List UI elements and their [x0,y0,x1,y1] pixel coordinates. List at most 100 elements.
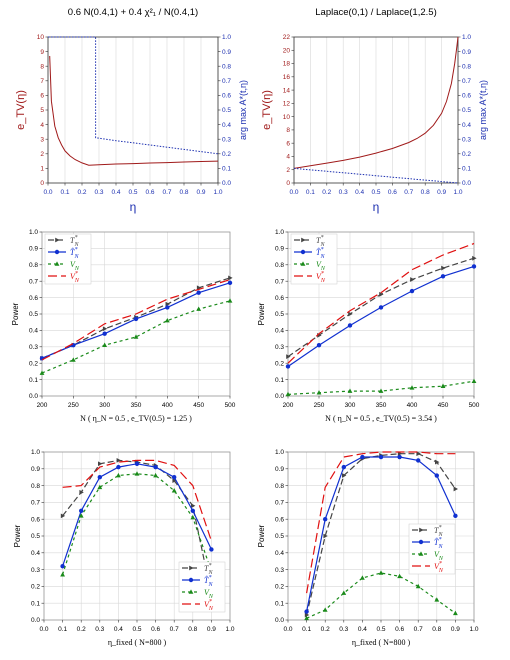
x-tick-label: 0.0 [289,189,298,196]
data-point [347,323,353,328]
x-tick-label: 0.8 [188,626,197,633]
y-right-tick-label: 0.6 [222,93,231,100]
data-point [133,334,139,339]
x-tick-label: 0.6 [395,626,404,633]
x-tick-label: 0.2 [322,189,331,196]
y-tick-label: 0.4 [275,550,284,557]
x-tick-label: 0.2 [321,626,330,633]
data-point [341,590,347,595]
data-point [415,583,421,589]
x-tick-label: 1.0 [213,189,222,196]
y-tick-label: 0.3 [275,344,284,351]
y-tick-label: 8 [40,63,44,70]
data-point [472,255,477,261]
data-point [196,290,201,295]
chart-panel-1: 0.6 N(0.4,1) + 0.4 χ²₁ / N(0.4,1) 0.0 0.1 0… [15,7,248,214]
data-point [171,488,177,493]
data-point [360,454,365,460]
data-point [453,513,458,519]
data-point [60,572,65,577]
y-tick-label: 0.2 [29,360,38,367]
y-tick-label: 0.0 [275,393,284,400]
y-right-tick-label: 0.4 [222,122,231,129]
data-point [441,265,446,271]
y-tick-label: 1.0 [275,229,284,236]
x-tick-label: 0.8 [421,189,430,196]
data-point [323,517,328,522]
x-axis-label: η [373,200,380,214]
data-point [378,305,384,310]
data-point [471,264,477,269]
data-point [78,513,84,518]
y-tick-label: 0.2 [31,584,40,591]
x-tick-label: 0.9 [207,626,216,633]
data-point [153,472,158,478]
x-tick-label: 1.0 [453,189,462,196]
data-point [60,564,65,569]
y-right-axis-label: arg max A*(t,η) [238,80,248,140]
legend-marker [189,565,194,571]
chart-panel-3: 200 250 300 350 400 450 500 0.0 0.1 0.2 0.3 0.4 0.5 0… [11,229,236,423]
data-point [453,486,458,492]
chart-panel-2: Laplace(0,1) / Laplace(1,2.5) 0.0 0.1 0.2 0.… [261,7,488,214]
data-point [134,471,140,476]
data-point [285,391,291,397]
data-point [39,370,45,375]
y-right-tick-label: 0.8 [222,63,231,70]
data-point [153,464,158,470]
x-tick-label: 0.1 [306,189,315,196]
data-point [378,454,384,460]
x-tick-label: 0.1 [302,626,311,633]
x-tick-label: 1.0 [225,626,234,633]
data-point [304,609,309,614]
legend-entry: VN [316,260,326,272]
data-point [342,473,347,478]
y-right-tick-label: 0.9 [222,49,231,56]
data-point [316,342,322,348]
x-tick-label: 0.5 [132,626,141,633]
y-tick-label: 0.6 [275,516,284,523]
series-line-3 [62,473,212,575]
x-tick-label: 0.9 [196,189,205,196]
y-tick-label: 0.9 [29,246,38,253]
data-point [409,288,415,294]
data-point [323,533,328,539]
x-tick-label: 450 [438,402,449,409]
y-tick-label: 16 [283,74,291,81]
y-tick-label: 0.9 [31,466,40,473]
data-point [410,277,415,282]
data-point [97,475,103,480]
series-line-2 [293,167,459,184]
x-tick-label: 200 [283,402,294,409]
y-tick-label: 6 [40,93,44,100]
data-point [316,390,322,395]
y-tick-label: 0.0 [31,617,40,624]
x-tick-label: 400 [162,402,173,409]
data-point [285,364,291,369]
y-tick-label: 0.5 [31,533,40,540]
legend-entry: T̂* N [434,537,443,550]
legend-entry: VN [70,260,80,272]
y-tick-label: 7 [40,78,44,85]
data-point [471,378,477,384]
y-tick-label: 2 [286,167,290,174]
y-tick-label: 0.8 [31,483,40,490]
x-tick-label: 0.4 [111,189,120,196]
series-line-1 [49,55,219,166]
data-point [347,388,353,393]
legend-marker [418,551,424,556]
y-axis-label: e_TV(η) [15,90,27,130]
data-point [378,388,384,393]
y-tick-label: 3 [40,136,44,143]
data-point [397,454,402,460]
x-tick-label: 0.7 [170,626,179,633]
data-point [378,570,384,575]
data-point [116,464,121,470]
x-tick-label: 0.3 [339,626,348,633]
data-point [79,489,84,495]
y-tick-label: 9 [40,49,44,56]
chart-panel-6: 0.0 0.1 0.2 0.3 0.4 0.5 0.6 0.7 0.8 0.9 1.0 0.0 0.1 0… [257,449,479,647]
y-axis-label: Power [13,524,22,547]
